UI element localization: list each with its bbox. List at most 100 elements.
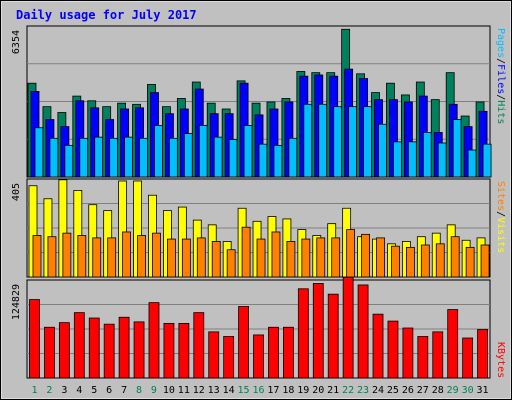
bar-kbytes-day-13 [208,331,220,379]
bar-sites-day-24 [376,237,385,278]
x-tick-label-day-3: 3 [61,385,67,396]
bar-kbytes-day-1 [29,299,40,379]
x-tick-label-day-27: 27 [417,385,429,396]
bar-sites-day-10 [167,238,176,278]
bar-kbytes-day-25 [387,320,399,379]
chart-title: Daily usage for July 2017 [16,8,197,22]
bar-kbytes-day-22 [342,276,354,379]
bar-sites-day-19 [301,238,311,278]
series-legend: Sites/Visits [495,181,506,253]
bar-sites-day-31 [480,244,490,278]
bar-sites-day-7 [122,231,132,278]
x-tick-label-day-6: 6 [106,385,112,396]
bar-pages-day-20 [318,103,328,178]
bar-kbytes-day-3 [58,322,70,379]
bar-sites-day-8 [137,235,146,278]
bar-kbytes-day-20 [312,283,324,379]
legend-label-files: Files [495,64,506,94]
bar-pages-day-21 [333,106,343,178]
x-tick-label-day-28: 28 [432,385,444,396]
bar-pages-day-17 [273,144,283,178]
legend-label-sites: Sites [495,181,506,211]
bar-pages-day-7 [124,136,134,178]
legend-separator: / [495,211,506,217]
x-tick-label-day-4: 4 [76,385,82,396]
bar-kbytes-day-9 [148,302,160,379]
bar-sites-day-17 [271,231,281,278]
bar-sites-day-13 [211,241,221,278]
bar-pages-day-1 [34,127,44,178]
bar-sites-day-1 [32,235,42,278]
bar-kbytes-day-14 [223,336,235,379]
panel-1: 405 Sites/Visits [11,178,506,278]
bar-pages-day-23 [363,106,372,178]
bar-sites-day-16 [256,238,266,278]
bar-pages-day-26 [407,141,417,178]
bar-pages-day-16 [258,143,268,178]
bar-pages-day-31 [482,143,492,178]
bar-pages-day-24 [378,123,387,178]
bar-pages-day-28 [437,142,447,178]
bar-pages-day-15 [243,125,253,178]
bar-sites-day-26 [405,246,415,278]
bar-sites-day-3 [62,232,72,278]
bar-sites-day-21 [331,237,341,278]
series-legend: KBytes [495,342,506,378]
bar-kbytes-day-28 [432,331,444,379]
bar-sites-day-14 [226,249,236,278]
bar-kbytes-day-11 [178,322,190,379]
bar-sites-day-22 [346,229,356,278]
x-tick-label-day-14: 14 [223,385,235,396]
bar-pages-day-2 [49,137,59,178]
bar-sites-day-18 [286,241,296,278]
bar-kbytes-day-26 [402,327,414,379]
bar-kbytes-day-8 [133,321,145,379]
bar-sites-day-29 [450,236,460,278]
bar-sites-day-9 [152,232,161,278]
x-tick-label-day-5: 5 [91,385,97,396]
x-tick-label-day-25: 25 [387,385,399,396]
x-tick-label-day-23: 23 [357,385,369,396]
bar-pages-day-13 [213,136,223,178]
x-tick-label-day-17: 17 [267,385,279,396]
legend-label-pages: Pages [495,28,506,58]
y-axis-max-label: 6354 [11,30,22,54]
bar-sites-day-11 [181,238,191,278]
bar-kbytes-day-24 [372,313,384,379]
x-tick-label-day-31: 31 [477,385,489,396]
bar-sites-day-15 [241,226,251,278]
bar-sites-day-25 [391,245,400,278]
bar-kbytes-day-23 [357,284,369,379]
bar-pages-day-5 [94,136,104,178]
bar-pages-day-6 [109,137,119,178]
bar-pages-day-22 [348,106,358,178]
bar-kbytes-day-7 [118,316,130,379]
bar-pages-day-3 [64,144,74,178]
bar-kbytes-day-29 [447,309,459,379]
x-tick-label-day-20: 20 [312,385,324,396]
x-tick-label-day-13: 13 [208,385,220,396]
bar-pages-day-25 [393,141,402,178]
series-legend: Pages/Files/Hits [495,28,506,124]
x-tick-label-day-9: 9 [151,385,157,396]
bar-pages-day-12 [198,125,208,178]
bar-sites-day-30 [465,246,475,278]
bar-pages-day-29 [452,119,462,178]
bar-kbytes-day-31 [477,329,488,379]
bar-sites-day-5 [92,237,102,278]
bar-kbytes-day-19 [297,288,309,379]
bar-pages-day-27 [422,132,432,178]
bar-kbytes-day-10 [163,322,175,379]
bar-pages-day-9 [154,125,163,178]
x-tick-label-day-21: 21 [327,385,339,396]
bar-pages-day-18 [288,137,298,178]
bar-kbytes-day-4 [73,312,85,379]
bar-kbytes-day-18 [283,326,294,379]
bar-pages-day-11 [183,133,193,178]
bar-sites-day-27 [420,244,430,278]
bar-sites-day-23 [361,233,370,278]
x-tick-label-day-18: 18 [282,385,294,396]
x-tick-label-day-19: 19 [297,385,309,396]
